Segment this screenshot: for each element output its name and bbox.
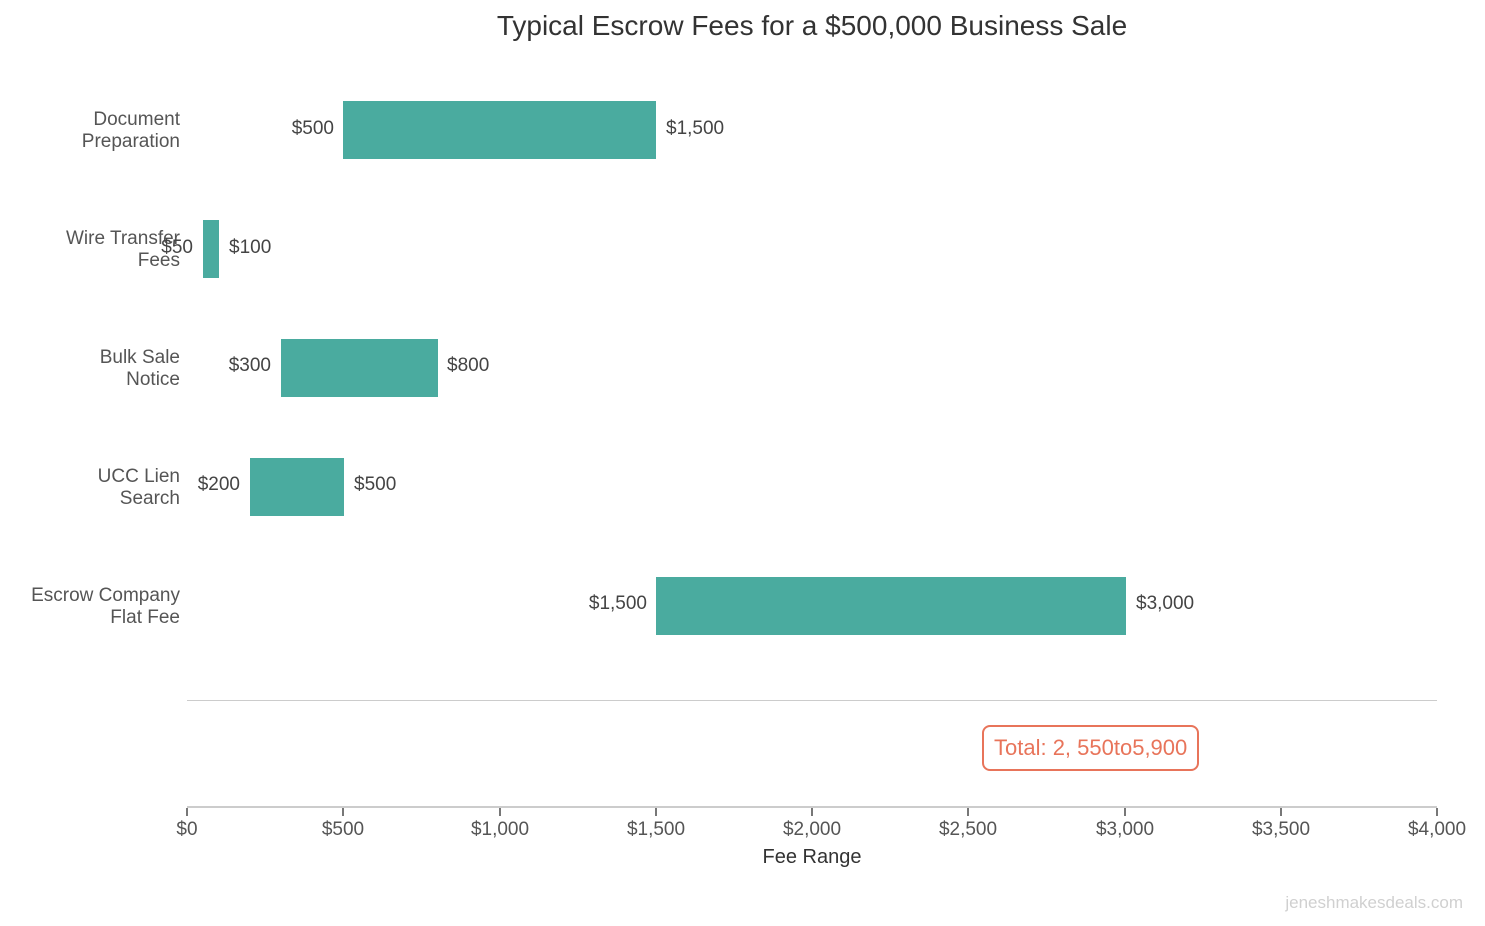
x-tick-label: $2,000: [782, 819, 842, 840]
category-label-wire-transfer-fees: Wire Transfer Fees: [65, 228, 180, 271]
bar-ucc-lien-search: [250, 458, 344, 516]
category-label-document-preparation: Document Preparation: [81, 109, 180, 152]
x-tick-label: $1,500: [626, 819, 686, 840]
x-tick: [342, 808, 344, 816]
high-label-ucc-lien-search: $500: [354, 474, 397, 495]
bar-bulk-sale-notice: [281, 339, 438, 397]
low-label-document-preparation: $500: [291, 118, 334, 139]
bar-document-preparation: [343, 101, 656, 159]
bar-escrow-company-flat-fee: [656, 577, 1126, 635]
x-tick: [1124, 808, 1126, 816]
chart-title: Typical Escrow Fees for a $500,000 Busin…: [496, 10, 1128, 41]
low-label-ucc-lien-search: $200: [197, 474, 240, 495]
category-label-bulk-sale-notice: Bulk Sale Notice: [99, 347, 180, 390]
separator-line: [187, 700, 1437, 701]
x-tick: [811, 808, 813, 816]
low-label-bulk-sale-notice: $300: [228, 355, 271, 376]
x-tick: [967, 808, 969, 816]
high-label-bulk-sale-notice: $800: [447, 355, 490, 376]
low-label-wire-transfer-fees: $50: [161, 237, 193, 258]
high-label-document-preparation: $1,500: [666, 118, 725, 139]
x-tick: [1436, 808, 1438, 816]
x-tick-label: $2,500: [938, 819, 998, 840]
total-annotation: Total: 2, 550to5,900: [982, 725, 1200, 771]
x-tick: [499, 808, 501, 816]
x-tick-label: $3,000: [1095, 819, 1155, 840]
bar-wire-transfer-fees: [203, 220, 219, 278]
high-label-wire-transfer-fees: $100: [229, 237, 272, 258]
category-label-escrow-company-flat-fee: Escrow Company Flat Fee: [31, 585, 180, 628]
high-label-escrow-company-flat-fee: $3,000: [1136, 593, 1195, 614]
x-tick: [186, 808, 188, 816]
x-tick-label: $1,000: [470, 819, 530, 840]
x-axis-label: Fee Range: [762, 846, 862, 868]
low-label-escrow-company-flat-fee: $1,500: [588, 593, 647, 614]
x-tick-label: $3,500: [1251, 819, 1311, 840]
category-label-ucc-lien-search: UCC Lien Search: [97, 466, 180, 509]
x-tick-label: $500: [321, 819, 365, 840]
x-axis-line: [187, 806, 1437, 808]
x-tick: [655, 808, 657, 816]
watermark: jeneshmakesdeals.com: [1285, 893, 1463, 912]
x-tick-label: $0: [176, 819, 198, 840]
x-tick-label: $4,000: [1407, 819, 1467, 840]
x-tick: [1280, 808, 1282, 816]
